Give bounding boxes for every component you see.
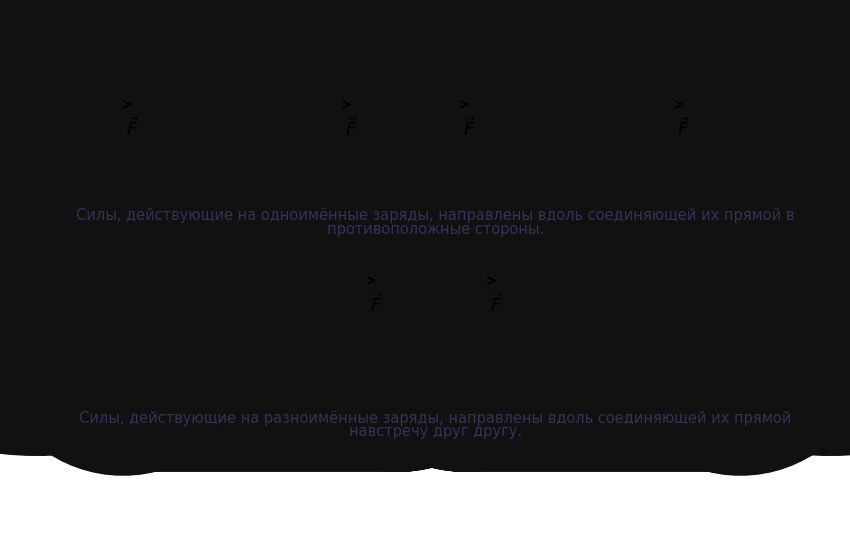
- Text: +: +: [331, 120, 354, 148]
- Text: $\vec{F}$: $\vec{F}$: [345, 117, 358, 139]
- Text: −: −: [350, 321, 374, 349]
- FancyBboxPatch shape: [110, 71, 760, 196]
- Ellipse shape: [170, 98, 225, 169]
- Text: Силы, действующие на одноимённые заряды, направлены вдоль соединяющей их прямой : Силы, действующие на одноимённые заряды,…: [76, 208, 795, 223]
- Text: $\vec{F}$: $\vec{F}$: [677, 117, 690, 139]
- Text: $\vec{F}$: $\vec{F}$: [490, 293, 502, 316]
- FancyBboxPatch shape: [242, 271, 629, 399]
- Text: $\vec{F}$: $\vec{F}$: [126, 117, 139, 139]
- Text: навстречу друг другу.: навстречу друг другу.: [349, 424, 522, 439]
- Text: $\vec{F}$: $\vec{F}$: [462, 117, 475, 139]
- Ellipse shape: [648, 98, 704, 169]
- Ellipse shape: [471, 296, 532, 374]
- Text: Силы, действующие на разноимённые заряды, направлены вдоль соединяющей их прямой: Силы, действующие на разноимённые заряды…: [79, 411, 792, 426]
- Text: противоположные стороны.: противоположные стороны.: [327, 222, 544, 237]
- Ellipse shape: [314, 98, 371, 169]
- Text: $\vec{F}$: $\vec{F}$: [370, 293, 382, 316]
- Text: −: −: [664, 120, 688, 148]
- Text: +: +: [490, 321, 513, 349]
- Ellipse shape: [501, 98, 557, 169]
- Text: −: −: [517, 120, 541, 148]
- Text: +: +: [186, 120, 209, 148]
- Ellipse shape: [331, 296, 393, 374]
